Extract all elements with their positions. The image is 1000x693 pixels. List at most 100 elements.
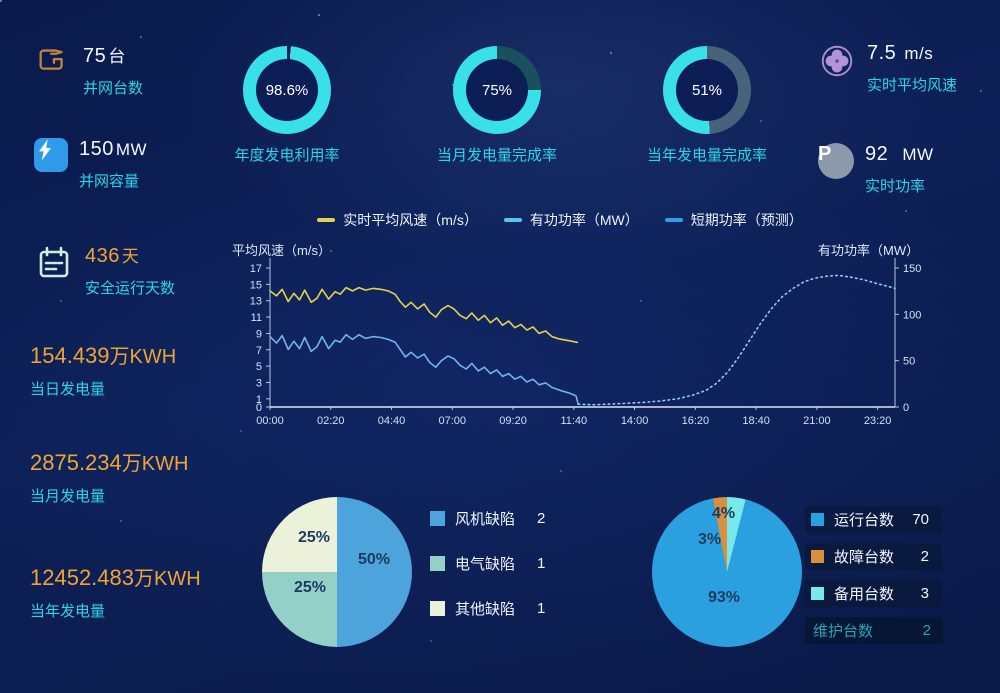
stat-label: 安全运行天数 [85,280,176,297]
stat-value: 2875.234万KWH [30,450,189,475]
donut-ring: 75% [453,46,541,134]
svg-text:11: 11 [251,312,262,324]
donut-yearly-completion: 51% 当年发电量完成率 [607,46,807,165]
donut-label: 当年发电量完成率 [646,147,767,164]
svg-text:04:40: 04:40 [378,415,406,427]
svg-text:09:20: 09:20 [499,415,527,427]
legend-count: 2 [922,622,931,639]
svg-text:150: 150 [903,263,921,275]
legend-dash-cyan [503,218,522,222]
legend-item-fault-units[interactable]: 故障台数 2 [805,543,941,570]
svg-text:07:00: 07:00 [439,415,467,427]
donut-label: 当月发电量完成率 [436,147,557,164]
legend-item-electrical-defect[interactable]: 电气缺陷 1 [430,553,545,574]
svg-text:11:40: 11:40 [560,415,587,427]
stat-value: 154.439万KWH [30,343,177,368]
right-axis-title: 有功功率（MW） [818,243,920,258]
stat-grid-capacity: 150 MW 并网容量 [34,138,147,191]
stat-label: 并网容量 [79,173,140,190]
legend-item-standby-units[interactable]: 备用台数 3 [805,580,941,607]
pie-slice-label: 25% [294,579,327,596]
pie-slice-label: 3% [698,531,722,548]
legend-count: 3 [920,585,929,602]
legend-count: 2 [537,510,546,527]
donut-percent: 51% [691,81,723,99]
stat-value: 436 天 [85,245,140,267]
legend-item-wind-speed[interactable]: 实时平均风速（m/s） [317,210,478,230]
svg-text:18:40: 18:40 [742,415,770,427]
pie-slice-label: 50% [358,551,391,568]
legend-item-running-units[interactable]: 运行台数 70 [805,506,941,533]
svg-text:21:00: 21:00 [803,415,831,427]
svg-text:14:00: 14:00 [621,415,649,427]
svg-text:00:00: 00:00 [256,415,284,427]
unit-status-pie-chart: 4% 93% 3% [652,497,802,647]
legend-count: 1 [537,600,546,617]
stat-monthly-generation: 2875.234万KWH 当月发电量 [30,447,188,506]
svg-text:23:20: 23:20 [864,415,892,427]
lightning-icon [34,138,68,172]
stat-daily-generation: 154.439万KWH 当日发电量 [30,340,176,399]
stat-label: 当年发电量 [30,603,106,620]
svg-text:02:20: 02:20 [317,415,345,427]
stat-realtime-power: P 92 MW 实时功率 [818,143,934,196]
svg-text:9: 9 [256,328,262,340]
stat-label: 当月发电量 [30,488,106,505]
legend-swatch [430,511,445,526]
legend-dash-blue [664,218,683,222]
stat-label: 实时平均风速 [867,77,958,94]
stat-label: 实时功率 [865,178,926,195]
left-axis-title: 平均风速（m/s） [232,243,331,258]
calendar-icon [34,242,74,287]
donut-ring: 51% [663,46,751,134]
stat-value: 150 MW [79,138,148,160]
legend-swatch [811,550,824,563]
donut-label: 年度发电利用率 [234,147,340,164]
legend-item-forecast-power[interactable]: 短期功率（预测） [664,210,803,230]
legend-item-turbine-defect[interactable]: 风机缺陷 2 [430,508,545,529]
legend-dash-yellow [317,218,336,222]
fan-icon [818,42,856,85]
stat-safe-running-days: 436 天 安全运行天数 [34,242,175,298]
svg-text:50: 50 [903,356,915,368]
legend-swatch [430,556,445,571]
stat-label: 当日发电量 [30,381,106,398]
donut-ring: 98.6% [243,46,331,134]
line-chart-legend: 实时平均风速（m/s） 有功功率（MW） 短期功率（预测） [230,210,890,230]
pie-slice-label: 25% [298,529,331,546]
donut-annual-utilization: 98.6% 年度发电利用率 [187,46,387,165]
pie-slice-label: 93% [708,589,741,606]
stat-value: 75 台 [83,45,126,67]
power-p-icon: P [818,143,854,179]
donut-percent: 75% [481,81,513,99]
stat-yearly-generation: 12452.483万KWH 当年发电量 [30,562,201,621]
svg-text:0: 0 [256,402,262,414]
legend-item-other-defect[interactable]: 其他缺陷 1 [430,598,545,619]
stat-value: 7.5 m/s [867,42,934,64]
legend-count: 70 [912,511,929,528]
stat-value: 12452.483万KWH [30,565,201,590]
legend-swatch [430,601,445,616]
svg-text:13: 13 [250,296,262,308]
legend-swatch [811,513,824,526]
stat-label: 并网台数 [83,80,144,97]
unit-status-pie-legend: 运行台数 70 故障台数 2 备用台数 3 维护台数 2 [805,506,943,654]
svg-text:1: 1 [256,394,262,406]
legend-item-maintenance-units[interactable]: 维护台数 2 [805,617,943,644]
pie-slice-label: 4% [712,505,736,522]
svg-text:5: 5 [256,361,262,373]
stat-realtime-wind-speed: 7.5 m/s 实时平均风速 [818,42,957,95]
donut-percent: 98.6% [265,81,309,99]
svg-text:100: 100 [903,309,921,321]
svg-text:17: 17 [250,263,262,275]
grid-connection-icon [34,42,72,85]
svg-text:16:20: 16:20 [682,415,710,427]
legend-count: 2 [920,548,929,565]
stat-grid-connected-units: 75 台 并网台数 [34,42,143,98]
defect-pie-legend: 风机缺陷 2 电气缺陷 1 其他缺陷 1 [430,508,545,643]
donut-monthly-completion: 75% 当月发电量完成率 [397,46,597,165]
legend-item-active-power[interactable]: 有功功率（MW） [503,210,639,230]
legend-count: 1 [537,555,546,572]
